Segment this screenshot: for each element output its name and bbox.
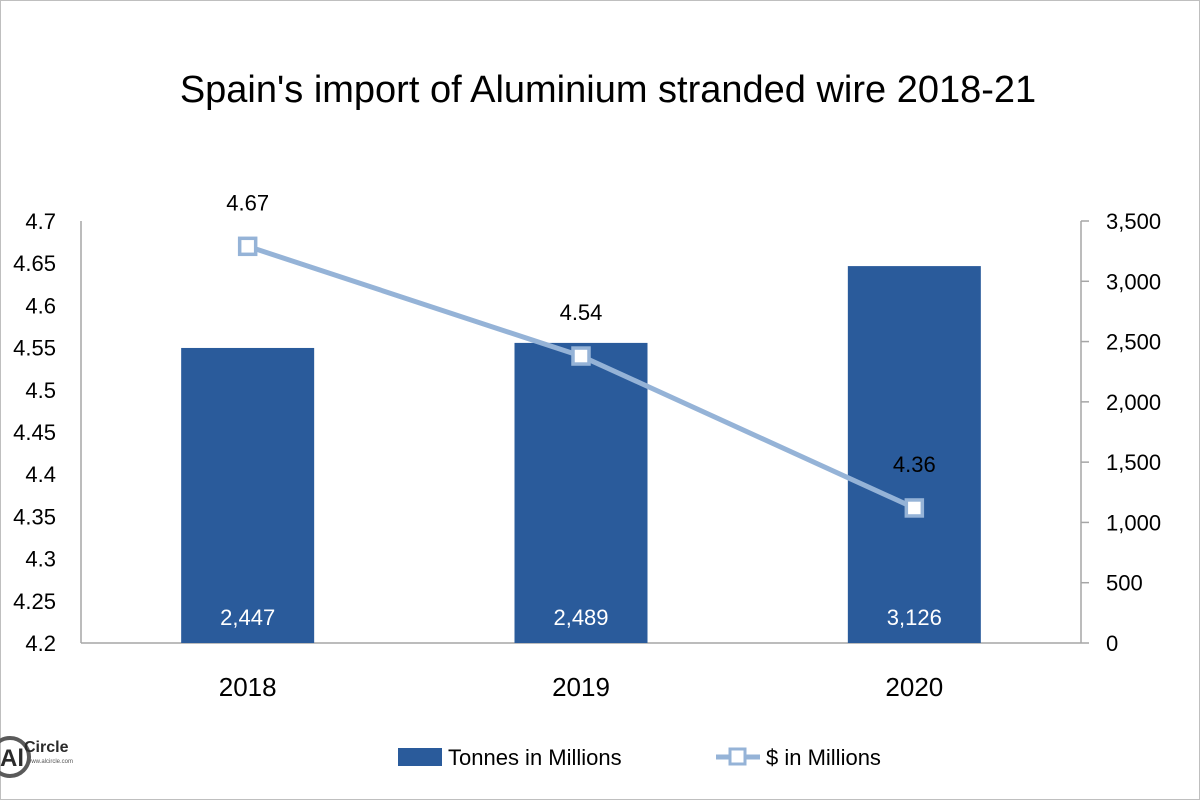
line-point-marker (237, 236, 258, 257)
left-tick-label: 4.65 (13, 251, 56, 276)
logo-ring (0, 736, 31, 778)
line-data-labels: 4.67 4.54 4.36 (226, 190, 935, 477)
right-tick-label: 3,000 (1106, 269, 1161, 294)
bar-data-label: 2,489 (553, 605, 608, 630)
bar-data-labels: 2,447 2,489 3,126 (220, 605, 942, 630)
legend-swatch-bar (398, 748, 442, 766)
left-tick-label: 4.3 (25, 547, 56, 572)
left-tick-label: 4.6 (25, 293, 56, 318)
legend: Tonnes in Millions $ in Millions (398, 745, 881, 770)
logo-mark: Al (0, 745, 24, 772)
right-tick-label: 1,500 (1106, 450, 1161, 475)
left-tick-label: 4.5 (25, 378, 56, 403)
left-tick-label: 4.25 (13, 589, 56, 614)
line-data-label: 4.36 (893, 452, 936, 477)
left-tick-label: 4.35 (13, 504, 56, 529)
left-tick-label: 4.55 (13, 336, 56, 361)
right-tick-label: 3,500 (1106, 209, 1161, 234)
bar-data-label: 3,126 (887, 605, 942, 630)
right-tick-label: 2,500 (1106, 330, 1161, 355)
right-tick-label: 1,000 (1106, 510, 1161, 535)
line-point-marker (571, 346, 591, 366)
bar-series (181, 266, 981, 643)
right-tick-label: 0 (1106, 631, 1118, 656)
left-tick-label: 4.4 (25, 462, 56, 487)
left-axis-ticks: 4.2 4.25 4.3 4.35 4.4 4.45 4.5 4.55 4.6 4.65 4.7 (13, 209, 56, 656)
line-series (237, 236, 925, 518)
legend-swatch-line-marker (728, 747, 747, 766)
category-label: 2020 (885, 672, 943, 702)
right-tick-label: 2,000 (1106, 390, 1161, 415)
left-tick-label: 4.45 (13, 420, 56, 445)
bar (847, 266, 981, 643)
category-label: 2018 (219, 672, 277, 702)
alcircle-logo: Al Circle www.alcircle.com (0, 736, 73, 778)
line-data-label: 4.67 (226, 190, 269, 215)
bar (514, 342, 648, 643)
left-tick-label: 4.2 (25, 631, 56, 656)
bar-data-label: 2,447 (220, 605, 275, 630)
left-tick-label: 4.7 (25, 209, 56, 234)
line-point-marker (904, 498, 925, 518)
category-labels: 2018 2019 2020 (219, 672, 944, 702)
right-tick-label: 500 (1106, 571, 1143, 596)
logo-name: Circle (24, 739, 69, 756)
legend-label-line: $ in Millions (766, 745, 881, 770)
bar (181, 347, 315, 643)
legend-label-bar: Tonnes in Millions (448, 745, 622, 770)
chart-title: Spain's import of Aluminium stranded wir… (180, 69, 1036, 111)
line-data-label: 4.54 (560, 300, 603, 325)
logo-url: www.alcircle.com (26, 759, 73, 765)
category-label: 2019 (552, 672, 610, 702)
right-axis-ticks: 0 500 1,000 1,500 2,000 2,500 3,000 3,500 (1081, 209, 1161, 656)
